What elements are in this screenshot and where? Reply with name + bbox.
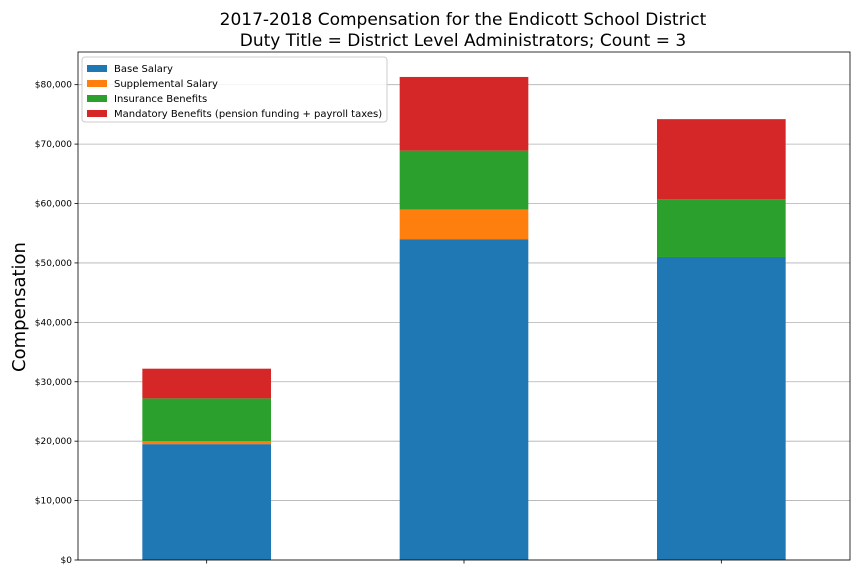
y-tick-label: $10,000 bbox=[35, 497, 72, 507]
y-axis-label: Compensation bbox=[9, 242, 30, 372]
y-tick-label: $30,000 bbox=[35, 378, 72, 388]
bar-segment bbox=[399, 150, 529, 210]
legend-swatch bbox=[87, 110, 107, 117]
chart-title: 2017-2018 Compensation for the Endicott … bbox=[220, 10, 707, 30]
legend-label: Insurance Benefits bbox=[114, 94, 207, 105]
legend-label: Base Salary bbox=[114, 64, 173, 75]
axes: $0 $10,000 $20,000 $30,000 $40,000 $50,000 $60… bbox=[35, 51, 851, 566]
bar-segment bbox=[399, 239, 529, 560]
legend-label: Mandatory Benefits (pension funding + pa… bbox=[114, 109, 382, 120]
bar-segment bbox=[142, 441, 271, 445]
y-tick-label: $0 bbox=[61, 556, 73, 566]
y-tick-label: $80,000 bbox=[35, 81, 72, 91]
bar-segment bbox=[142, 444, 271, 560]
legend-label: Supplemental Salary bbox=[114, 79, 218, 90]
bar-segment bbox=[657, 256, 786, 560]
bar-segment bbox=[657, 119, 786, 200]
legend-swatch bbox=[87, 65, 107, 72]
bar-segment bbox=[142, 398, 271, 442]
y-tick-label: $20,000 bbox=[35, 437, 72, 447]
bars bbox=[142, 76, 786, 560]
legend: Base Salary Supplemental Salary Insurance … bbox=[81, 56, 388, 123]
legend-swatch bbox=[87, 95, 107, 102]
legend-box bbox=[81, 56, 388, 123]
bar-segment bbox=[399, 209, 529, 240]
bar-segment bbox=[142, 368, 271, 399]
y-tick-label: $60,000 bbox=[35, 200, 72, 210]
bar-segment bbox=[399, 76, 529, 151]
chart-subtitle: Duty Title = District Level Administrato… bbox=[240, 31, 686, 51]
y-tick-label: $50,000 bbox=[35, 259, 72, 269]
y-tick-label: $70,000 bbox=[35, 140, 72, 150]
legend-swatch bbox=[87, 80, 107, 87]
bar-segment bbox=[657, 199, 786, 257]
y-tick-label: $40,000 bbox=[35, 318, 72, 328]
